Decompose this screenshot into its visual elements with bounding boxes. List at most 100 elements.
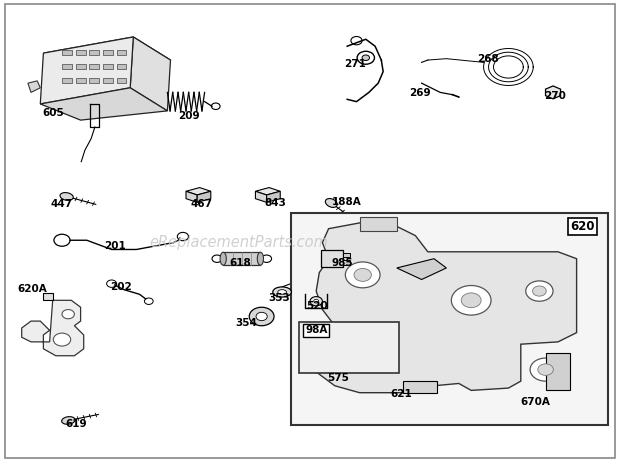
Text: 201: 201 [104, 241, 126, 251]
Polygon shape [397, 259, 446, 280]
Text: 620: 620 [570, 220, 595, 233]
Circle shape [451, 286, 491, 315]
Text: 575: 575 [327, 373, 349, 383]
Text: 353: 353 [268, 293, 290, 303]
Text: 202: 202 [110, 282, 132, 292]
Ellipse shape [308, 350, 321, 357]
Polygon shape [62, 78, 72, 83]
Polygon shape [117, 64, 126, 69]
Ellipse shape [273, 287, 291, 297]
Ellipse shape [220, 252, 226, 265]
Polygon shape [103, 50, 113, 55]
Circle shape [326, 388, 338, 397]
Polygon shape [76, 50, 86, 55]
Circle shape [107, 280, 117, 287]
Circle shape [357, 51, 374, 64]
Polygon shape [546, 86, 560, 99]
Circle shape [212, 255, 222, 262]
Bar [343, 253, 350, 257]
Text: 843: 843 [264, 198, 286, 208]
Circle shape [54, 234, 70, 246]
Bar [329, 355, 360, 371]
Circle shape [533, 286, 546, 296]
Polygon shape [62, 50, 72, 55]
Text: 520: 520 [306, 301, 328, 311]
Ellipse shape [257, 252, 264, 265]
Bar [403, 381, 437, 393]
Circle shape [526, 281, 553, 301]
Ellipse shape [61, 417, 75, 424]
Ellipse shape [329, 351, 360, 359]
Polygon shape [43, 37, 170, 76]
Circle shape [177, 232, 188, 241]
Text: 985: 985 [332, 258, 353, 268]
Polygon shape [103, 64, 113, 69]
Circle shape [351, 36, 362, 45]
Polygon shape [22, 300, 84, 356]
Polygon shape [267, 191, 280, 202]
Circle shape [338, 346, 363, 365]
Polygon shape [43, 293, 53, 300]
Circle shape [362, 55, 370, 61]
Text: 271: 271 [344, 59, 366, 69]
Bar [291, 213, 608, 425]
Text: 618: 618 [229, 258, 251, 268]
Text: 98A: 98A [305, 325, 327, 335]
Circle shape [530, 358, 561, 381]
Circle shape [249, 307, 274, 326]
Circle shape [262, 255, 272, 262]
Bar [360, 217, 397, 231]
Polygon shape [186, 191, 197, 202]
Polygon shape [62, 64, 72, 69]
Circle shape [339, 359, 349, 367]
Bar [299, 322, 399, 373]
Ellipse shape [326, 199, 337, 207]
Text: eReplacementParts.com: eReplacementParts.com [149, 235, 328, 250]
Circle shape [549, 89, 557, 96]
Text: 269: 269 [409, 88, 431, 98]
Polygon shape [28, 81, 40, 92]
Polygon shape [103, 78, 113, 83]
Polygon shape [255, 191, 267, 202]
Bar [343, 260, 350, 265]
Polygon shape [197, 191, 211, 202]
Polygon shape [117, 78, 126, 83]
Bar [367, 347, 389, 364]
Polygon shape [40, 88, 167, 120]
Circle shape [144, 298, 153, 304]
Text: 354: 354 [236, 318, 257, 328]
Polygon shape [89, 50, 99, 55]
Text: 447: 447 [51, 199, 73, 209]
Text: 605: 605 [42, 108, 64, 118]
Circle shape [256, 312, 267, 321]
Circle shape [62, 310, 74, 319]
Text: 467: 467 [191, 199, 213, 209]
Polygon shape [130, 37, 170, 111]
Polygon shape [40, 37, 133, 104]
Ellipse shape [60, 193, 73, 201]
Circle shape [153, 90, 163, 97]
Bar [360, 358, 371, 362]
Bar [360, 365, 371, 369]
Polygon shape [76, 64, 86, 69]
Polygon shape [255, 188, 280, 195]
Text: 209: 209 [178, 111, 200, 122]
Text: 620A: 620A [17, 284, 47, 294]
Circle shape [350, 388, 361, 396]
Circle shape [211, 103, 220, 109]
Ellipse shape [278, 290, 286, 294]
Polygon shape [117, 50, 126, 55]
Bar [389, 357, 397, 362]
Polygon shape [76, 78, 86, 83]
Text: 270: 270 [544, 91, 565, 101]
Bar [546, 353, 570, 390]
Text: 188A: 188A [332, 197, 361, 207]
Text: 619: 619 [65, 419, 87, 429]
Text: 670A: 670A [521, 397, 551, 407]
Bar [321, 250, 343, 267]
Circle shape [53, 333, 71, 346]
Polygon shape [310, 222, 577, 393]
Text: 621: 621 [391, 389, 412, 399]
Circle shape [354, 268, 371, 281]
Bar [223, 252, 260, 265]
